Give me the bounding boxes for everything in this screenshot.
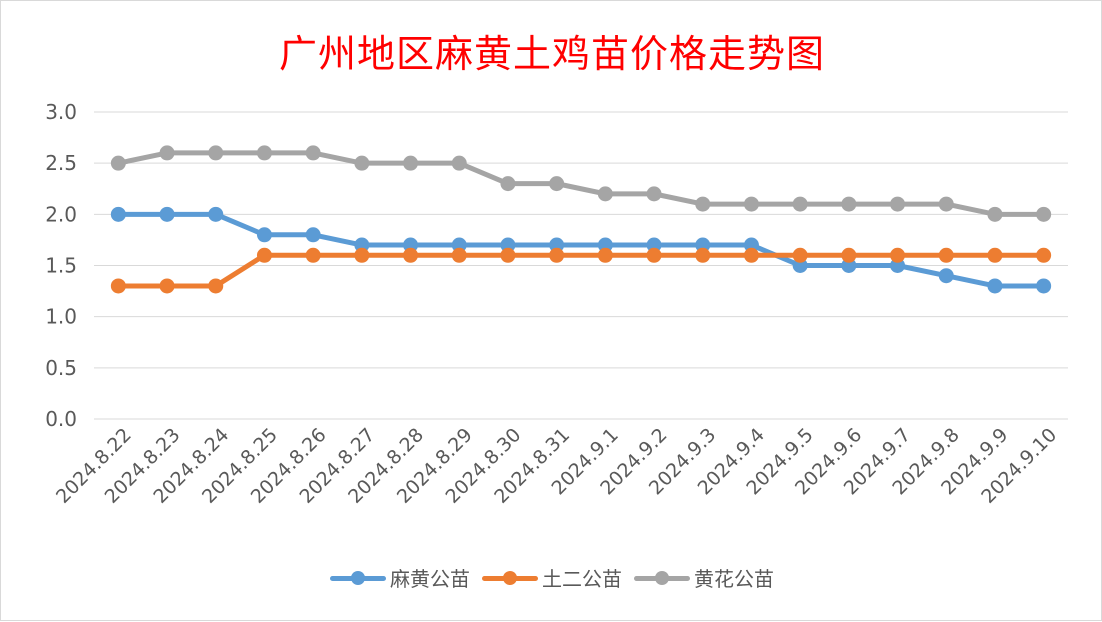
data-point-1 xyxy=(792,247,808,263)
data-point-2 xyxy=(159,145,175,161)
data-point-2 xyxy=(792,196,808,212)
series-line-2 xyxy=(115,150,1047,217)
data-point-2 xyxy=(110,155,126,171)
legend-item-1[interactable]: 土二公苗 xyxy=(482,563,622,592)
data-point-1 xyxy=(646,247,662,263)
data-point-2 xyxy=(597,186,613,202)
data-point-1 xyxy=(597,247,613,263)
data-point-0 xyxy=(110,206,126,222)
data-point-1 xyxy=(208,278,224,294)
legend-label-2: 黄花公苗 xyxy=(694,567,774,591)
y-tick-label: 0.5 xyxy=(45,356,77,380)
data-point-1 xyxy=(549,247,565,263)
y-tick-label: 2.5 xyxy=(45,151,77,175)
data-point-1 xyxy=(1036,247,1052,263)
data-point-2 xyxy=(646,186,662,202)
series-line-0 xyxy=(115,211,1047,289)
series-line-1 xyxy=(115,252,1047,289)
legend-item-0[interactable]: 麻黄公苗 xyxy=(330,563,470,592)
legend-label-1: 土二公苗 xyxy=(542,567,622,591)
y-tick-label: 0.0 xyxy=(45,407,77,431)
data-point-0 xyxy=(1036,278,1052,294)
data-point-1 xyxy=(938,247,954,263)
data-point-1 xyxy=(743,247,759,263)
data-point-2 xyxy=(841,196,857,212)
data-point-1 xyxy=(159,278,175,294)
data-point-0 xyxy=(305,227,321,243)
data-point-1 xyxy=(987,247,1003,263)
data-point-0 xyxy=(208,206,224,222)
data-point-2 xyxy=(743,196,759,212)
y-tick-label: 1.0 xyxy=(45,305,77,329)
y-tick-label: 1.5 xyxy=(45,254,77,278)
data-point-2 xyxy=(1036,206,1052,222)
data-point-1 xyxy=(256,247,272,263)
legend-marker-2 xyxy=(634,568,690,588)
data-point-1 xyxy=(841,247,857,263)
data-point-2 xyxy=(695,196,711,212)
data-point-2 xyxy=(451,155,467,171)
data-point-0 xyxy=(159,206,175,222)
data-point-1 xyxy=(451,247,467,263)
data-point-0 xyxy=(987,278,1003,294)
data-point-1 xyxy=(695,247,711,263)
data-point-1 xyxy=(500,247,516,263)
data-point-2 xyxy=(890,196,906,212)
y-tick-label: 3.0 xyxy=(45,100,77,124)
data-point-0 xyxy=(938,268,954,284)
data-point-1 xyxy=(403,247,419,263)
data-point-2 xyxy=(305,145,321,161)
data-point-2 xyxy=(549,176,565,192)
legend-marker-0 xyxy=(330,568,386,588)
data-point-2 xyxy=(354,155,370,171)
data-point-2 xyxy=(938,196,954,212)
legend-item-2[interactable]: 黄花公苗 xyxy=(634,563,774,592)
data-point-2 xyxy=(403,155,419,171)
data-point-1 xyxy=(354,247,370,263)
data-point-1 xyxy=(305,247,321,263)
data-point-2 xyxy=(208,145,224,161)
data-point-2 xyxy=(500,176,516,192)
chart-title: 广州地区麻黄土鸡苗价格走势图 xyxy=(278,32,825,76)
legend-marker-1 xyxy=(482,568,538,588)
y-tick-label: 2.0 xyxy=(45,202,77,226)
legend: 麻黄公苗 土二公苗 黄花公苗 xyxy=(1,563,1102,592)
data-point-0 xyxy=(256,227,272,243)
data-point-1 xyxy=(890,247,906,263)
data-point-2 xyxy=(256,145,272,161)
data-point-1 xyxy=(110,278,126,294)
legend-label-0: 麻黄公苗 xyxy=(390,567,470,591)
data-point-2 xyxy=(987,206,1003,222)
